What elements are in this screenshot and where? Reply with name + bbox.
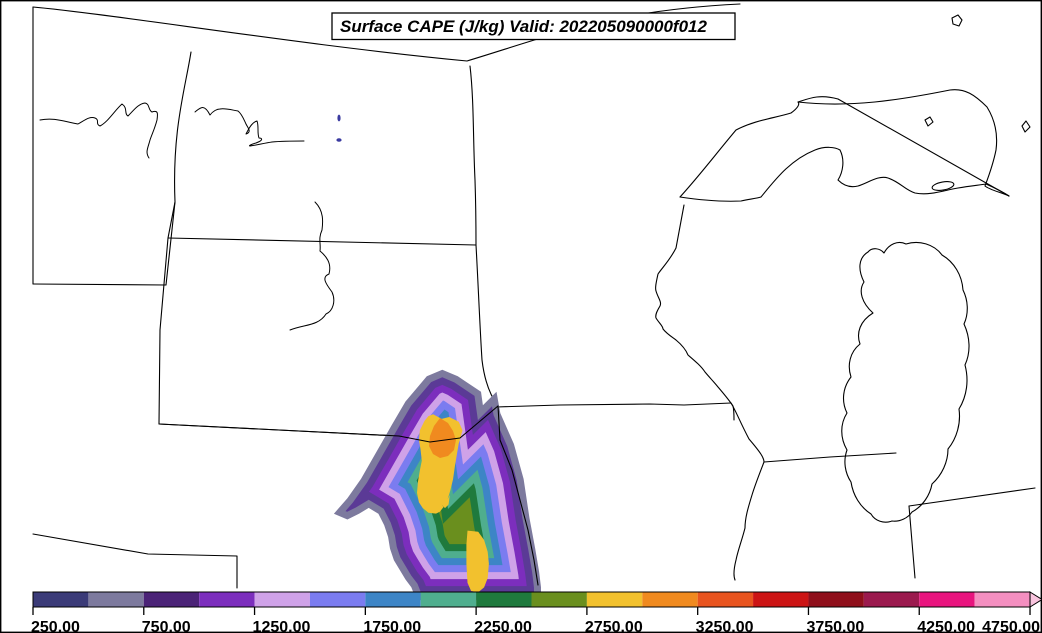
svg-text:750.00: 750.00 [142, 619, 191, 633]
svg-text:2250.00: 2250.00 [474, 619, 532, 633]
svg-text:3250.00: 3250.00 [696, 619, 754, 633]
svg-text:1250.00: 1250.00 [253, 619, 311, 633]
svg-text:4750.00: 4750.00 [982, 619, 1040, 633]
svg-text:1750.00: 1750.00 [363, 619, 421, 633]
svg-text:250.00: 250.00 [31, 619, 80, 633]
svg-text:2750.00: 2750.00 [585, 619, 643, 633]
svg-text:Surface CAPE (J/kg) Valid: 202: Surface CAPE (J/kg) Valid: 202205090000f… [340, 17, 708, 36]
svg-text:4250.00: 4250.00 [917, 619, 975, 633]
svg-text:3750.00: 3750.00 [806, 619, 864, 633]
